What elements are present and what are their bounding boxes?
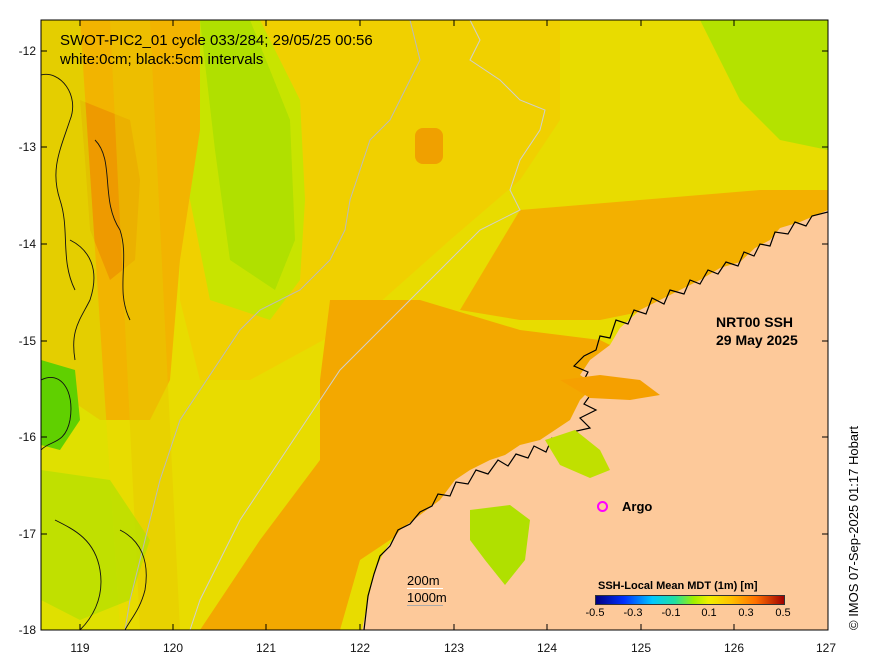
x-tick-label: 119: [70, 641, 90, 655]
y-tick-label: -17: [18, 527, 36, 541]
colorbar-tick: 0.5: [775, 607, 791, 619]
x-tick-label: 121: [255, 641, 277, 655]
x-tick-label: 122: [349, 641, 371, 655]
y-tick-label: -14: [18, 237, 36, 251]
ssh-orange-south: [200, 300, 640, 630]
contour-legend-text: white:0cm; black:5cm intervals: [60, 51, 264, 68]
imos-credit: © IMOS 07-Sep-2025 01:17 Hobart: [846, 426, 861, 630]
nearshore-green-west: [470, 505, 530, 585]
colorbar-title: SSH-Local Mean MDT (1m) [m]: [598, 580, 758, 592]
depth-legend-200m: 200m: [407, 573, 440, 588]
y-tick-label: -16: [18, 430, 36, 444]
colorbar: [595, 595, 785, 605]
colorbar-tick: -0.1: [661, 607, 681, 619]
argo-float-icon[interactable]: [597, 501, 608, 512]
bathymetry-1000m: [124, 20, 421, 630]
contour-5cm-f: [69, 239, 95, 361]
ssh-green-core: [200, 20, 295, 290]
product-name: NRT00 SSH: [716, 314, 794, 330]
x-tick-label: 123: [443, 641, 465, 655]
y-tick-label: -13: [18, 140, 36, 154]
map-title: SWOT-PIC2_01 cycle 033/284; 29/05/25 00:…: [60, 32, 373, 49]
colorbar-tick: 0.3: [738, 607, 754, 619]
swot-green-patch-south: [41, 470, 150, 620]
y-axis-ticks: [41, 50, 828, 535]
nearshore-green-east: [545, 430, 610, 478]
y-tick-label: -15: [18, 334, 36, 348]
product-date: 29 May 2025: [716, 332, 798, 348]
nearshore-orange: [560, 375, 660, 400]
x-tick-label: 127: [815, 641, 837, 655]
swot-swath-right: [110, 20, 180, 630]
x-tick-label: 125: [630, 641, 652, 655]
x-tick-label: 120: [162, 641, 184, 655]
colorbar-tick: -0.3: [623, 607, 643, 619]
contour-5cm-d: [54, 519, 102, 630]
swot-green-patch: [41, 360, 80, 450]
colorbar-tick: -0.5: [585, 607, 605, 619]
contour-5cm-e: [119, 529, 147, 630]
x-tick-label: 124: [536, 641, 558, 655]
contour-5cm-b: [94, 139, 131, 321]
argo-label: Argo: [622, 499, 653, 514]
bathymetry-200m: [189, 20, 546, 630]
ssh-orange-blob: [415, 128, 443, 164]
contour-5cm-a: [41, 73, 76, 291]
depth-legend-200m-line: [407, 588, 443, 589]
colorbar-tick: 0.1: [701, 607, 717, 619]
x-axis-ticks: [79, 20, 829, 630]
x-tick-label: 126: [723, 641, 745, 655]
y-tick-label: -18: [18, 623, 36, 637]
depth-legend-1000m-line: [407, 605, 443, 606]
depth-legend-1000m: 1000m: [407, 590, 447, 605]
y-tick-label: -12: [18, 44, 36, 58]
ssh-green-northeast: [700, 20, 828, 150]
map-border: [40, 19, 829, 631]
contour-5cm-c: [41, 377, 72, 451]
